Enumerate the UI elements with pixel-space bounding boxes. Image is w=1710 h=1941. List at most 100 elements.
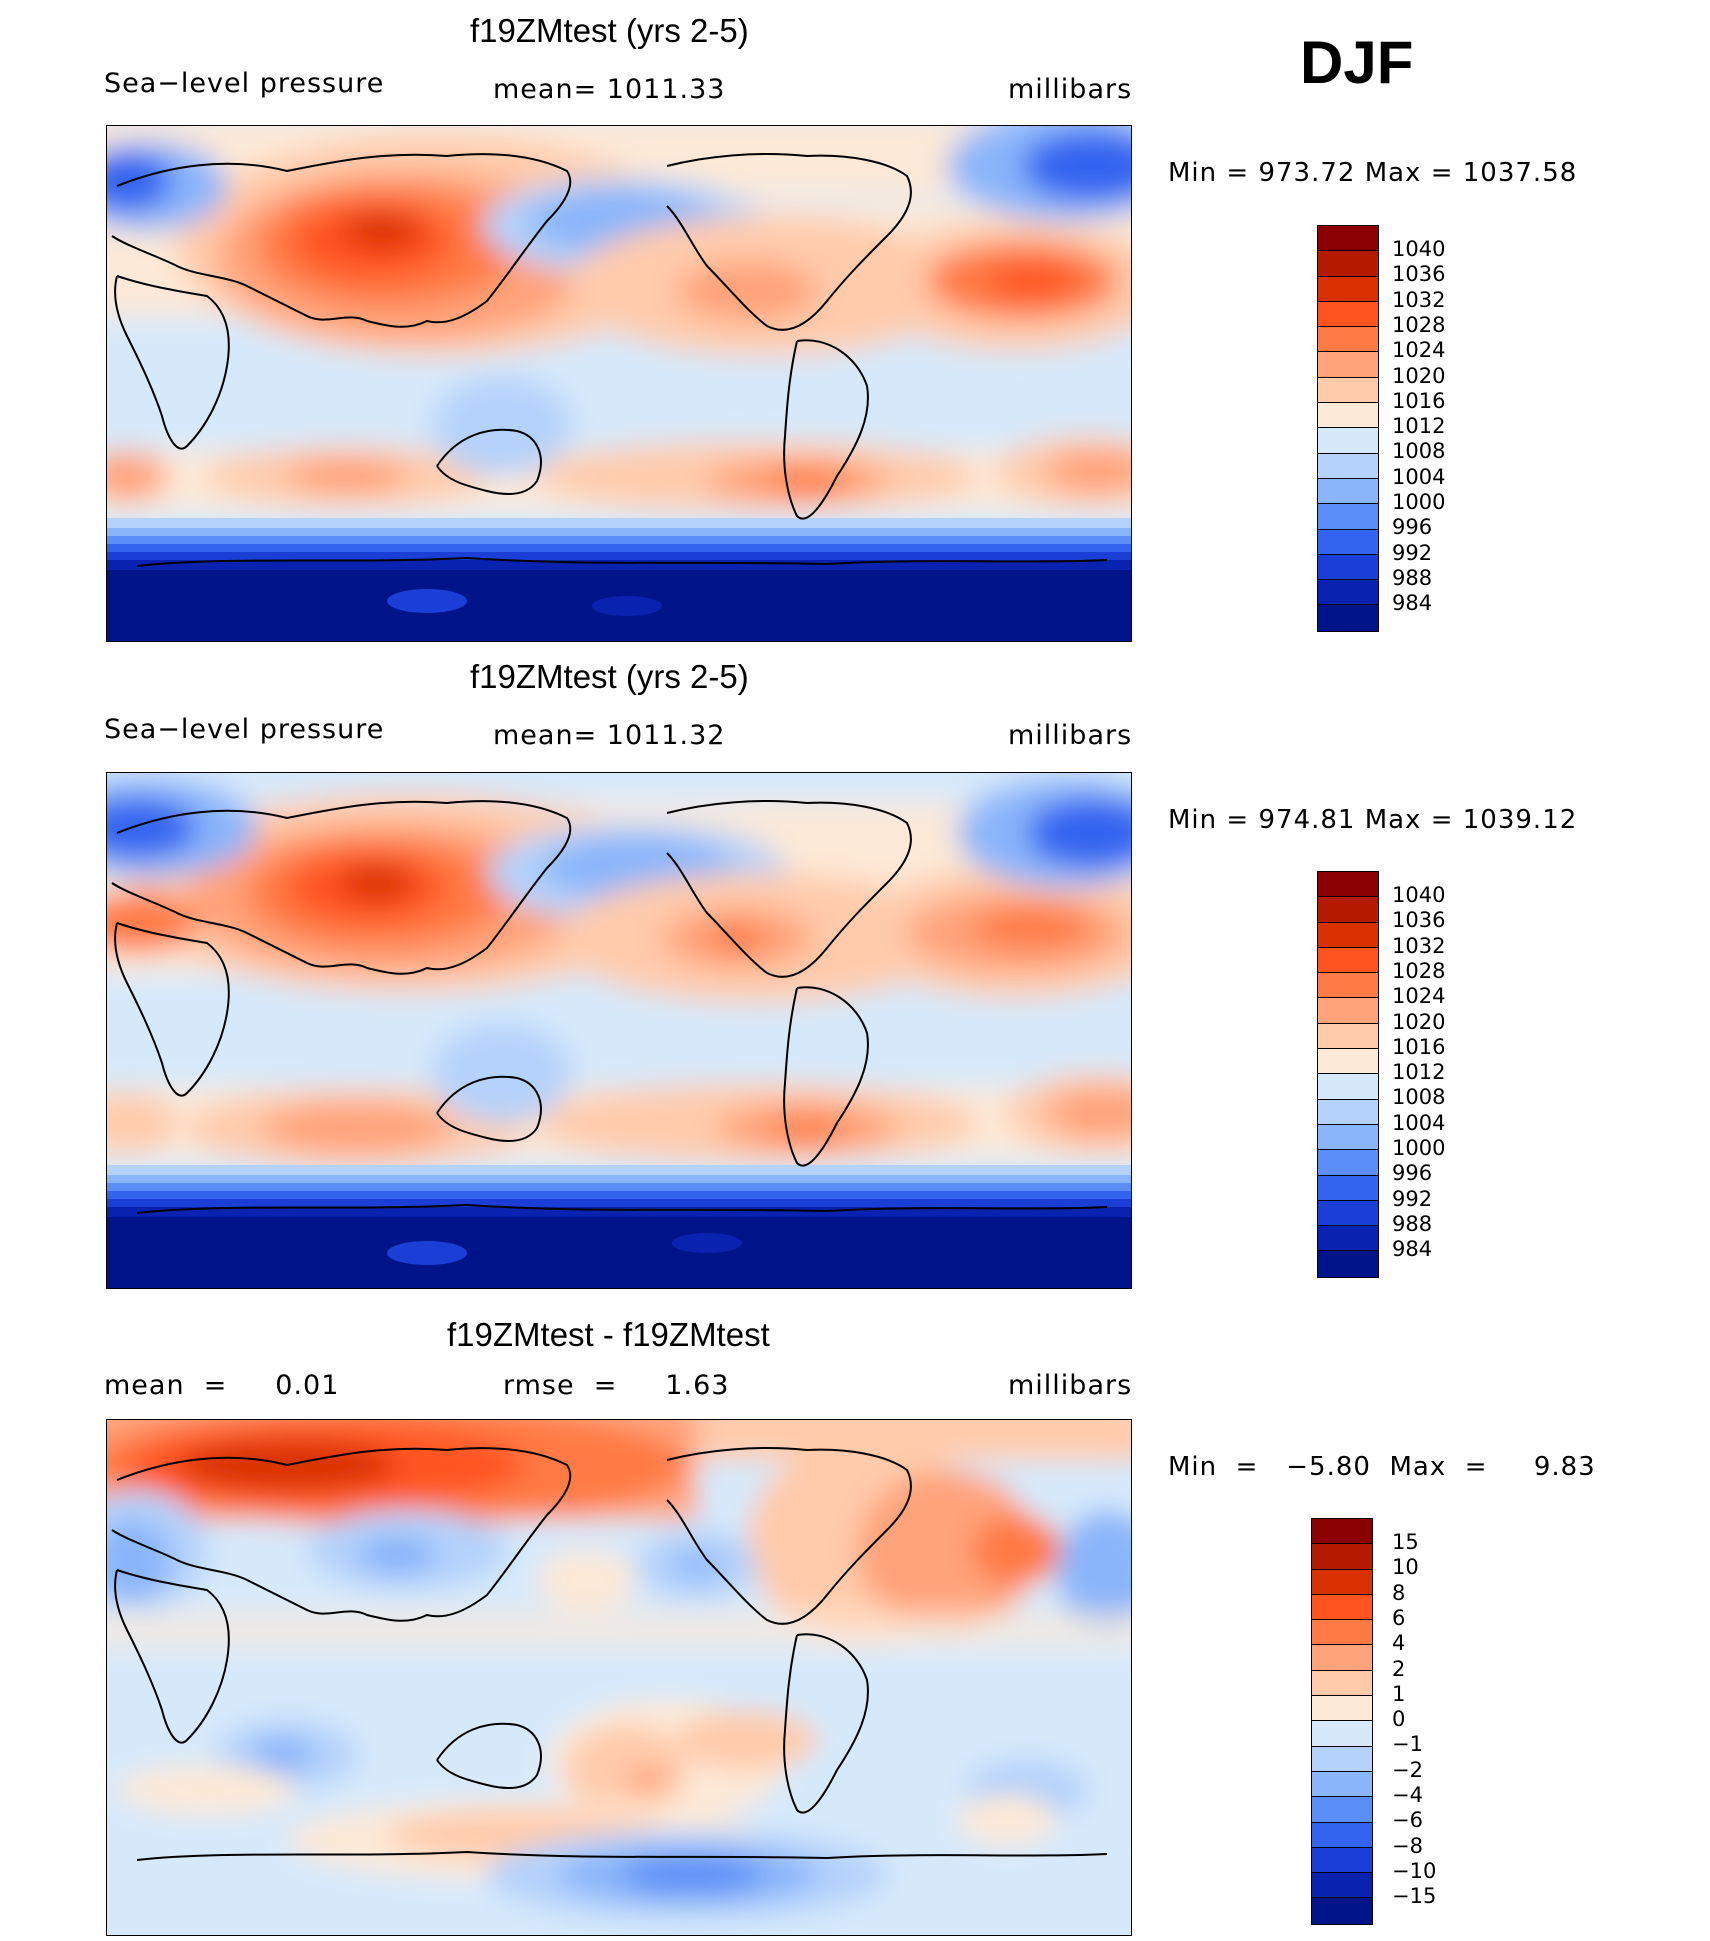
colorbar-label: 1028 — [1392, 312, 1446, 337]
panel1-map — [106, 125, 1132, 642]
colorbar-label: 1032 — [1392, 933, 1446, 958]
colorbar-label: 15 — [1392, 1530, 1419, 1554]
panel1-colorbar — [1317, 225, 1379, 632]
colorbar-swatch — [1312, 1544, 1372, 1570]
colorbar-swatch — [1318, 327, 1378, 353]
colorbar-label: 1024 — [1392, 338, 1446, 363]
panel2-minmax: Min = 974.81 Max = 1039.12 — [1168, 805, 1578, 835]
colorbar-swatch — [1312, 1569, 1372, 1595]
panel1-minmax: Min = 973.72 Max = 1037.58 — [1168, 158, 1578, 188]
colorbar-swatch — [1318, 1226, 1378, 1252]
colorbar-swatch — [1312, 1746, 1372, 1772]
colorbar-swatch — [1318, 226, 1378, 252]
colorbar-swatch — [1312, 1898, 1372, 1924]
panel2-map — [106, 772, 1132, 1289]
panel1-mean: mean= 1011.33 — [493, 74, 726, 105]
colorbar-label: −8 — [1392, 1833, 1423, 1858]
colorbar-label: 1012 — [1392, 414, 1446, 439]
colorbar-swatch — [1318, 251, 1378, 277]
colorbar-label: −4 — [1392, 1783, 1423, 1807]
colorbar-swatch — [1312, 1721, 1372, 1747]
colorbar-label: 992 — [1392, 540, 1433, 565]
colorbar-label: 996 — [1392, 515, 1433, 540]
colorbar-swatch — [1318, 276, 1378, 302]
panel1-title: f19ZMtest (yrs 2-5) — [470, 12, 749, 49]
colorbar-label: −15 — [1392, 1884, 1437, 1909]
colorbar-swatch — [1312, 1847, 1372, 1874]
panel2-variable: Sea−level pressure — [104, 714, 385, 745]
colorbar-label: 1000 — [1392, 1136, 1446, 1160]
panel3-title: f19ZMtest - f19ZMtest — [447, 1316, 770, 1353]
colorbar-swatch — [1318, 872, 1378, 898]
colorbar-label: 984 — [1392, 591, 1433, 616]
colorbar-swatch — [1318, 554, 1378, 581]
colorbar-label: 1036 — [1392, 262, 1446, 287]
colorbar-label: 1004 — [1392, 464, 1446, 489]
colorbar-swatch — [1318, 403, 1378, 429]
colorbar-label: 1004 — [1392, 1110, 1446, 1135]
colorbar-swatch — [1312, 1771, 1372, 1798]
colorbar-swatch — [1312, 1822, 1372, 1848]
panel1-variable: Sea−level pressure — [104, 68, 385, 99]
colorbar-swatch — [1318, 605, 1378, 631]
colorbar-label: 1012 — [1392, 1060, 1446, 1085]
panel2-contour-map — [107, 773, 1131, 1288]
colorbar-label: 996 — [1392, 1161, 1433, 1186]
colorbar-label: 8 — [1392, 1580, 1406, 1605]
panel3-map — [106, 1419, 1132, 1936]
colorbar-label: 1 — [1392, 1681, 1406, 1706]
colorbar-label: 984 — [1392, 1237, 1433, 1262]
colorbar-label: 1028 — [1392, 958, 1446, 983]
colorbar-label: 1040 — [1392, 883, 1446, 907]
panel3-colorbar — [1311, 1518, 1373, 1925]
panel3-minmax: Min = −5.80 Max = 9.83 — [1168, 1452, 1596, 1482]
panel3-units: millibars — [1008, 1370, 1133, 1401]
colorbar-swatch — [1318, 1023, 1378, 1050]
colorbar-label: −6 — [1392, 1808, 1423, 1833]
colorbar-swatch — [1318, 1124, 1378, 1151]
panel1-units: millibars — [1008, 74, 1133, 105]
colorbar-swatch — [1318, 504, 1378, 530]
colorbar-label: 988 — [1392, 565, 1433, 590]
colorbar-swatch — [1318, 453, 1378, 479]
colorbar-swatch — [1318, 352, 1378, 378]
colorbar-swatch — [1312, 1519, 1372, 1545]
colorbar-swatch — [1318, 478, 1378, 505]
colorbar-label: 992 — [1392, 1186, 1433, 1211]
colorbar-swatch — [1318, 922, 1378, 948]
colorbar-label: −10 — [1392, 1858, 1437, 1883]
colorbar-label: 6 — [1392, 1605, 1406, 1630]
colorbar-swatch — [1318, 301, 1378, 328]
colorbar-label: 10 — [1392, 1555, 1419, 1580]
colorbar-swatch — [1318, 377, 1378, 404]
colorbar-label: 1024 — [1392, 984, 1446, 1009]
colorbar-label: 1036 — [1392, 908, 1446, 933]
panel2-colorbar — [1317, 871, 1379, 1278]
colorbar-label: 1040 — [1392, 237, 1446, 261]
colorbar-label: −1 — [1392, 1732, 1423, 1757]
panel3-rmse: rmse = 1.63 — [503, 1370, 730, 1401]
colorbar-label: 1000 — [1392, 490, 1446, 514]
colorbar-swatch — [1312, 1797, 1372, 1823]
colorbar-swatch — [1312, 1645, 1372, 1671]
panel3-mean: mean = 0.01 — [104, 1370, 340, 1401]
colorbar-label: 1008 — [1392, 439, 1446, 464]
panel1-contour-map — [107, 126, 1131, 641]
colorbar-label: 2 — [1392, 1656, 1406, 1681]
colorbar-swatch — [1318, 897, 1378, 923]
colorbar-label: 1020 — [1392, 1009, 1446, 1034]
colorbar-swatch — [1318, 1175, 1378, 1201]
colorbar-swatch — [1318, 580, 1378, 606]
colorbar-swatch — [1318, 1049, 1378, 1075]
colorbar-swatch — [1318, 1251, 1378, 1277]
colorbar-swatch — [1312, 1620, 1372, 1646]
colorbar-label: 1008 — [1392, 1085, 1446, 1110]
colorbar-label: 1020 — [1392, 363, 1446, 388]
colorbar-label: −2 — [1392, 1757, 1423, 1782]
colorbar-label: 0 — [1392, 1707, 1406, 1732]
colorbar-swatch — [1318, 998, 1378, 1024]
colorbar-label: 1016 — [1392, 1034, 1446, 1059]
panel2-mean: mean= 1011.32 — [493, 720, 726, 751]
panel3-contour-map — [107, 1420, 1131, 1935]
colorbar-label: 1016 — [1392, 388, 1446, 413]
